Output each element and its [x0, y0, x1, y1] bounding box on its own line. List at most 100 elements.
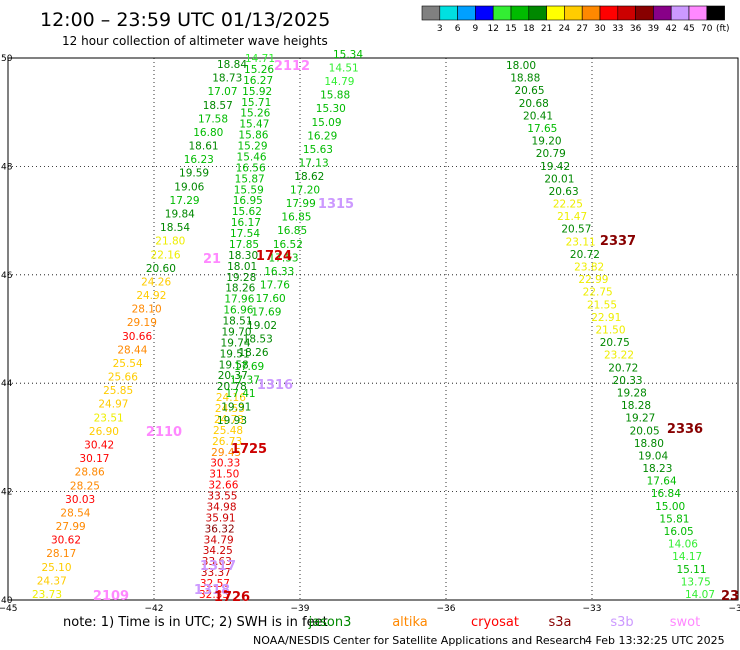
- legend-tick-label: 70: [701, 24, 713, 34]
- wave-height-point: 17.69: [234, 361, 264, 373]
- wave-height-point: 14.06: [668, 539, 698, 551]
- wave-height-point: 22.91: [591, 312, 621, 324]
- wave-height-point: 27.99: [56, 521, 86, 533]
- longitude-tick-label: −30: [729, 604, 740, 614]
- wave-height-point: 34.25: [203, 545, 233, 557]
- legend-swatch: [421, 5, 441, 21]
- legend-tick-label: 33: [612, 24, 623, 34]
- wave-height-point: 15.71: [241, 97, 271, 109]
- legend-tick-label: 3: [437, 24, 443, 34]
- map-subtitle: 12 hour collection of altimeter wave hei…: [62, 34, 328, 48]
- wave-height-point: 16.85: [277, 225, 307, 237]
- legend-swatch: [688, 5, 708, 21]
- wave-height-point: 29.19: [127, 317, 157, 329]
- latitude-tick-label: 48: [1, 162, 13, 172]
- wave-height-point: 20.65: [514, 85, 544, 97]
- wave-height-point: 16.33: [264, 266, 294, 278]
- wave-height-point: 20.37: [218, 370, 248, 382]
- wave-height-point: 18.61: [189, 141, 219, 153]
- footer-timestamp: 4 Feb 13:32:25 UTC 2025: [585, 634, 725, 647]
- wave-height-point: 35.91: [206, 512, 236, 524]
- wave-height-point: 20.72: [570, 249, 600, 261]
- legend-tick-label: 30: [594, 24, 606, 34]
- wave-height-point: 15.34: [333, 49, 363, 61]
- legend-tick-label: 42: [665, 24, 676, 34]
- satellite-legend-item: s3b: [610, 615, 633, 630]
- wave-height-point: 19.27: [625, 413, 655, 425]
- legend-swatch: [510, 5, 530, 21]
- wave-height-point: 15.11: [676, 564, 706, 576]
- wave-height-point: 23.82: [574, 262, 604, 274]
- wave-height-point: 19.28: [617, 387, 647, 399]
- wave-height-point: 24.73: [214, 414, 244, 426]
- wave-height-point: 25.48: [213, 425, 243, 437]
- wave-height-point: 16.56: [236, 162, 266, 174]
- latitude-tick-label: 50: [1, 54, 13, 64]
- wave-height-point: 24.26: [141, 276, 171, 288]
- legend-tick-label: 9: [473, 24, 479, 34]
- wave-height-point: 17.85: [229, 239, 259, 251]
- wave-height-point: 22.25: [553, 199, 583, 211]
- wave-height-point: 31.50: [209, 469, 239, 481]
- wave-height-point: 18.73: [212, 73, 242, 85]
- wave-height-point: 18.28: [621, 400, 651, 412]
- wave-height-point: 15.26: [244, 64, 274, 76]
- pass-time-label: 2336: [667, 422, 703, 437]
- wave-height-point: 18.00: [506, 60, 536, 72]
- wave-height-point: 17.96: [224, 294, 254, 306]
- wave-height-point: 17.69: [251, 307, 281, 319]
- wave-height-point: 24.16: [216, 392, 246, 404]
- wave-height-point: 18.26: [225, 283, 255, 295]
- wave-height-point: 30.33: [210, 458, 240, 470]
- wave-height-point: 16.29: [307, 130, 337, 142]
- wave-height-point: 23.11: [566, 236, 596, 248]
- wave-height-point: 32.57: [200, 578, 230, 590]
- wave-height-point: 15.29: [237, 141, 267, 153]
- legend-tick-label: 6: [455, 24, 461, 34]
- satellite-legend-item: cryosat: [471, 615, 519, 630]
- legend-swatch: [581, 5, 601, 21]
- wave-height-point: 20.33: [613, 375, 643, 387]
- footer-credit: NOAA/NESDIS Center for Satellite Applica…: [253, 634, 586, 647]
- wave-height-point: 30.42: [84, 440, 114, 452]
- wave-height-point: 25.10: [41, 562, 71, 574]
- legend-swatch: [617, 5, 636, 21]
- legend-tick-label: 21: [541, 24, 552, 34]
- legend-swatch: [635, 5, 654, 21]
- wave-height-point: 16.85: [281, 212, 311, 224]
- wave-height-point: 17.37: [230, 374, 260, 386]
- wave-height-point: 14.17: [672, 551, 702, 563]
- pass-time-label: 2112: [274, 59, 310, 74]
- wave-height-point: 28.54: [60, 507, 90, 519]
- legend-swatch: [653, 5, 672, 21]
- wave-height-point: 22.16: [151, 249, 181, 261]
- longitude-tick-label: −42: [145, 604, 164, 614]
- wave-height-point: 20.75: [600, 337, 630, 349]
- wave-height-point: 28.25: [70, 480, 100, 492]
- pass-time-label: 1725: [231, 442, 267, 457]
- satellite-legend-item: altika: [392, 615, 428, 630]
- wave-height-point: 16.96: [223, 305, 253, 317]
- wave-height-point: 36.32: [205, 523, 235, 535]
- legend-swatch: [599, 5, 619, 21]
- pass-time-label: 1317: [200, 559, 236, 574]
- wave-height-point: 20.57: [561, 224, 591, 236]
- wave-height-point: 25.85: [103, 385, 133, 397]
- wave-height-point: 19.59: [179, 168, 209, 180]
- wave-height-point: 28.86: [75, 467, 105, 479]
- pass-time-labels: 2112 1315 2337 1724 21 1316 2110 1725 2336 2109 13…: [93, 59, 739, 605]
- longitude-tick-label: −39: [291, 604, 310, 614]
- wave-height-point: 19.93: [217, 415, 247, 427]
- wave-height-point: 16.27: [243, 75, 273, 87]
- wave-height-point: 18.88: [510, 73, 540, 85]
- latitude-tick-label: 42: [1, 488, 12, 498]
- wave-height-point: 17.65: [527, 123, 557, 135]
- wave-height-point: 15.86: [238, 130, 268, 142]
- wave-height-point: 19.74: [221, 337, 251, 349]
- wave-height-point: 17.54: [230, 228, 260, 240]
- latitude-labels: 50 48 46 44 42 40: [1, 54, 13, 606]
- wave-height-point: 33.63: [202, 556, 232, 568]
- wave-height-point: 34.79: [204, 534, 234, 546]
- wave-height-point: 19.28: [226, 272, 256, 284]
- legend-tick-label: 36: [630, 24, 642, 34]
